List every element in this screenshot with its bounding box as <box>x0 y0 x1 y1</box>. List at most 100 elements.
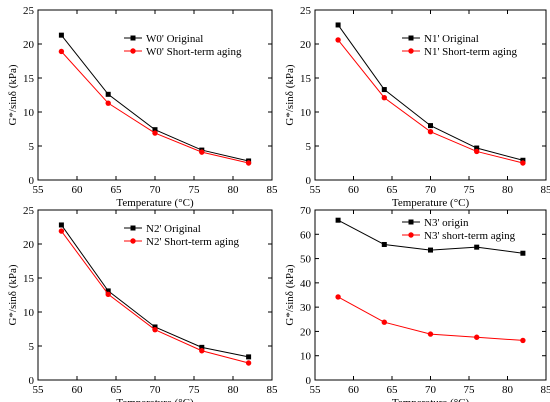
y-tick-label: 40 <box>300 278 312 290</box>
data-point <box>474 244 480 250</box>
data-point <box>520 157 526 163</box>
data-point <box>520 160 526 166</box>
legend-marker <box>408 48 414 54</box>
x-tick-label: 55 <box>310 184 322 196</box>
data-point <box>427 129 434 135</box>
data-point <box>246 354 252 360</box>
y-tick-label: 20 <box>23 239 35 251</box>
data-point <box>152 127 158 133</box>
y-tick-label: 70 <box>300 205 312 217</box>
x-tick-label: 60 <box>72 184 84 196</box>
x-tick-label: 65 <box>111 384 123 396</box>
legend-marker <box>408 35 414 41</box>
y-axis-label: G*/sinδ (kPa) <box>7 264 19 325</box>
data-point <box>474 148 480 155</box>
legend-label: N1' Short-term aging <box>424 46 518 58</box>
legend-label: W0' Short-term aging <box>146 46 242 58</box>
data-point <box>335 294 341 300</box>
y-tick-label: 0 <box>306 175 312 187</box>
x-tick-label: 80 <box>502 184 514 196</box>
data-point <box>381 319 387 325</box>
legend-marker <box>130 48 136 54</box>
data-point <box>199 348 205 354</box>
x-tick-label: 70 <box>150 184 162 196</box>
data-point <box>520 250 526 256</box>
series-2 <box>58 48 252 166</box>
series-1 <box>335 217 526 256</box>
y-axis-label: G*/sinδ (kPa) <box>284 64 296 125</box>
x-tick-label: 65 <box>111 184 123 196</box>
x-tick-label: 75 <box>189 184 201 196</box>
legend-entry-1: W0' Original <box>124 33 203 45</box>
y-tick-label: 10 <box>300 351 312 363</box>
y-tick-label: 15 <box>300 73 312 85</box>
data-point <box>152 326 158 333</box>
y-tick-label: 30 <box>300 302 312 314</box>
legend-entry-2: N1' Short-term aging <box>402 46 518 58</box>
series-1 <box>58 222 252 360</box>
chart-panel-3: 55 60 65 70 75 80 85 0 5 10 15 20 25 Temperature (°C)… <box>7 205 278 402</box>
legend-label: N3' origin <box>424 217 469 229</box>
x-tick-label: 70 <box>425 384 437 396</box>
data-point <box>474 334 480 340</box>
y-tick-label: 15 <box>23 273 35 285</box>
x-tick-label: 75 <box>189 384 201 396</box>
y-tick-label: 10 <box>23 107 35 119</box>
x-tick-label: 70 <box>150 384 162 396</box>
y-tick-label: 5 <box>306 141 312 153</box>
legend-marker <box>408 232 414 238</box>
data-point <box>520 337 526 344</box>
y-tick-label: 5 <box>29 141 35 153</box>
data-point <box>335 37 341 43</box>
x-tick-label: 70 <box>425 184 437 196</box>
x-tick-label: 85 <box>267 184 279 196</box>
y-tick-label: 5 <box>29 341 35 353</box>
data-point <box>428 247 433 253</box>
x-tick-label: 55 <box>33 384 45 396</box>
data-point <box>152 324 158 330</box>
data-point <box>245 160 252 166</box>
chart-panel-2: 55 60 65 70 75 80 85 0 5 10 15 20 25 Temperature (°C)… <box>284 5 550 209</box>
x-axis-label: Temperature (°C) <box>392 197 470 209</box>
legend-entry-2: N2' Short-term aging <box>124 236 240 248</box>
legend-label: N2' Original <box>146 223 201 235</box>
data-point <box>335 217 341 223</box>
series-line <box>61 51 249 164</box>
x-tick-label: 75 <box>464 384 476 396</box>
legend-marker <box>130 225 136 231</box>
data-point <box>58 48 65 55</box>
legend-entry-1: N3' origin <box>402 217 469 229</box>
x-tick-label: 60 <box>72 384 84 396</box>
x-tick-label: 85 <box>267 384 279 396</box>
y-tick-label: 0 <box>29 375 35 387</box>
x-tick-label: 65 <box>387 184 399 196</box>
x-tick-label: 75 <box>464 184 476 196</box>
data-point <box>105 100 111 106</box>
y-tick-label: 10 <box>23 307 35 319</box>
y-axis-label: G*/sinδ (kPa) <box>7 64 19 125</box>
data-point <box>427 331 434 337</box>
x-tick-label: 60 <box>348 184 360 196</box>
series-2 <box>335 294 526 344</box>
y-tick-label: 0 <box>306 375 312 387</box>
legend-entry-2: W0' Short-term aging <box>124 46 242 58</box>
y-tick-label: 20 <box>300 326 312 338</box>
x-tick-label: 80 <box>228 184 240 196</box>
x-axis-label: Temperature (°C) <box>116 397 194 402</box>
series-2 <box>335 37 526 166</box>
series-line <box>60 230 249 364</box>
legend-entry-2: N3' short-term aging <box>402 230 516 242</box>
y-tick-label: 20 <box>23 39 35 51</box>
data-point <box>105 91 111 97</box>
data-point <box>58 32 64 38</box>
x-tick-label: 65 <box>387 384 399 396</box>
data-point <box>381 87 387 93</box>
y-tick-label: 20 <box>300 39 312 51</box>
legend-marker <box>130 35 136 41</box>
chart-panel-4: 55606570758085010203040506070Temperature… <box>284 205 550 402</box>
data-point <box>58 222 64 228</box>
y-tick-label: 0 <box>29 175 35 187</box>
y-tick-label: 10 <box>300 107 312 119</box>
x-tick-label: 80 <box>502 384 514 396</box>
x-axis-label: Temperature (°C) <box>116 197 194 209</box>
